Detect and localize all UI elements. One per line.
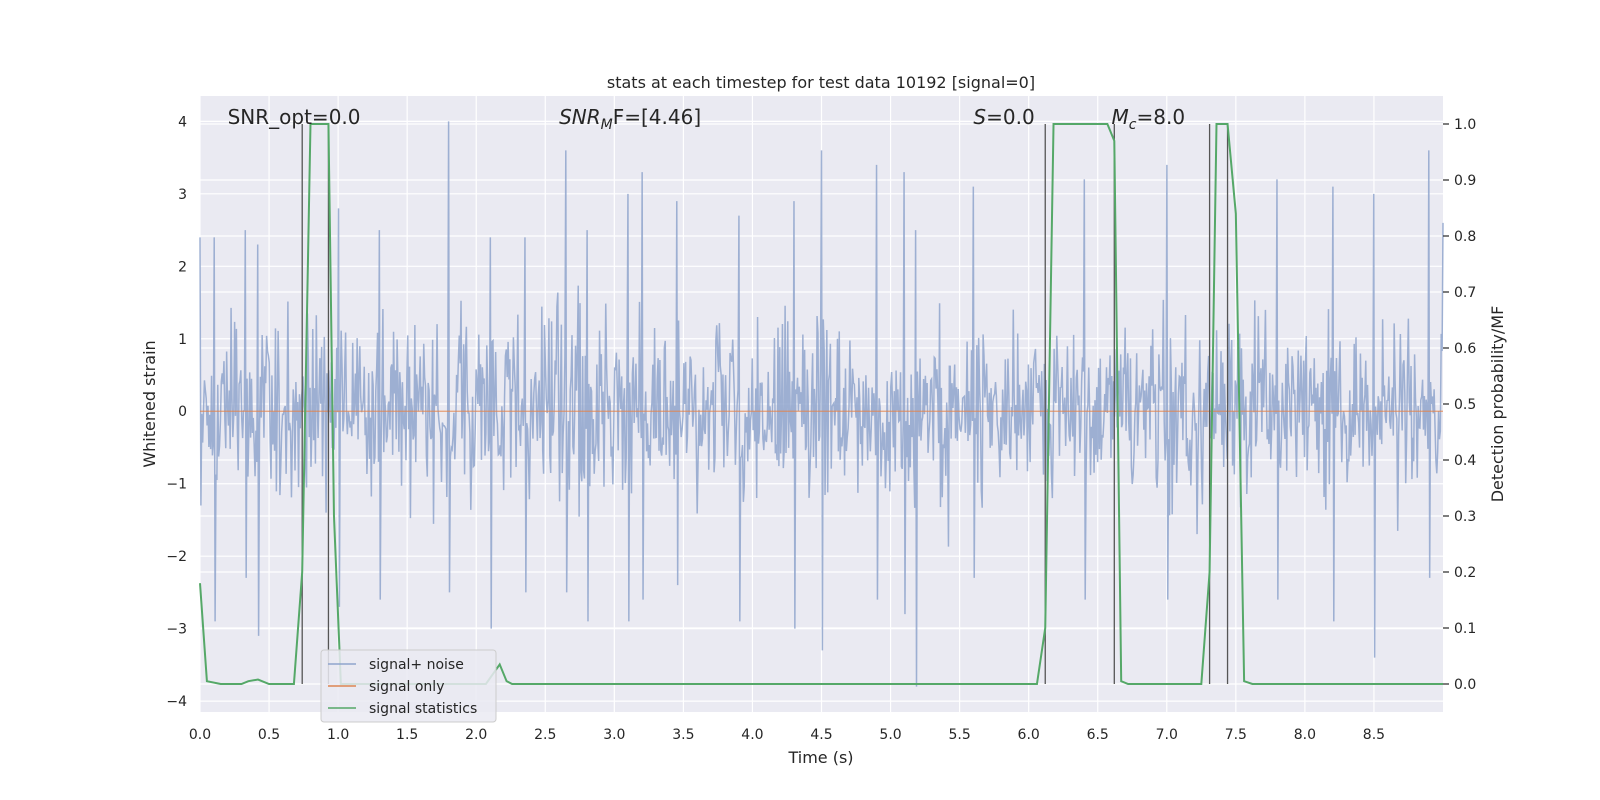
x-tick-label: 1.0 [327,727,349,743]
x-axis-ticks: 0.0 0.5 1.0 1.5 2.0 2.5 3.0 3.5 4.0 4.5 5.0 5.5 6.0 6… [189,727,1385,743]
y-left-tick-label: −3 [166,622,187,638]
annotations: SNR_opt=0.0 SNRMF=[4.46] S=0.0 Mc=8.0 [228,105,1185,133]
legend-label-signal-statistics: signal statistics [369,701,477,717]
x-tick-label: 1.5 [396,727,418,743]
x-tick-label: 3.0 [603,727,625,743]
y-right-tick-label: 0.9 [1454,173,1476,189]
legend: signal+ noise signal only signal statist… [320,649,497,723]
x-tick-label: 4.5 [810,727,832,743]
annotation-snr_mf: SNRMF=[4.46] [559,105,701,133]
y-right-tick-label: 0.1 [1454,621,1476,637]
y-left-tick-label: 2 [178,259,187,275]
legend-label-signal-noise: signal+ noise [369,657,464,673]
x-tick-label: 6.5 [1087,727,1109,743]
y-left-tick-label: 3 [178,187,187,203]
annotation-mc: Mc=8.0 [1112,105,1186,133]
x-tick-label: 7.5 [1225,727,1247,743]
y-axis-right-label: Detection probability/MF [1488,306,1507,503]
x-tick-label: 6.0 [1018,727,1040,743]
legend-box [320,649,497,723]
y-axis-left-label: Whitened strain [140,340,159,467]
x-tick-label: 5.5 [948,727,970,743]
signal-plus-noise-line [199,121,1444,687]
x-tick-label: 5.0 [879,727,901,743]
y-right-tick-label: 0.4 [1454,453,1476,469]
legend-label-signal-only: signal only [369,679,444,695]
y-right-tick-label: 0.2 [1454,565,1476,581]
x-tick-label: 8.5 [1363,727,1385,743]
chart-title: stats at each timestep for test data 101… [607,73,1035,92]
y-right-tick-label: 0.7 [1454,285,1476,301]
x-tick-label: 4.0 [741,727,763,743]
x-axis-label: Time (s) [787,748,853,767]
y-left-tick-label: −4 [166,694,187,710]
signal-statistics-line [199,123,1443,685]
y-axis-right-ticks: 0.0 0.1 0.2 0.3 0.4 0.5 0.6 0.7 0.8 0.9 1.0 [1443,117,1476,693]
y-left-tick-label: −1 [166,477,187,493]
y-left-tick-label: −2 [166,549,187,565]
x-tick-label: 8.0 [1294,727,1316,743]
signal-statistics-series [199,123,1443,685]
x-tick-label: 2.0 [465,727,487,743]
y-axis-left-ticks: −4 −3 −2 −1 0 1 2 3 4 [166,114,187,710]
x-tick-label: 0.5 [258,727,280,743]
x-tick-label: 3.5 [672,727,694,743]
x-tick-label: 2.5 [534,727,556,743]
y-right-tick-label: 1.0 [1454,117,1476,133]
x-tick-label: 0.0 [189,727,211,743]
y-right-tick-label: 0.8 [1454,229,1476,245]
y-left-tick-label: 4 [178,114,187,130]
signal-plus-noise-series [199,121,1444,687]
y-right-tick-label: 0.5 [1454,397,1476,413]
annotation-snr_opt: SNR_opt=0.0 [228,105,361,129]
y-left-tick-label: 1 [178,332,187,348]
x-tick-label: 7.0 [1156,727,1178,743]
y-right-tick-label: 0.0 [1454,677,1476,693]
y-left-tick-label: 0 [178,404,187,420]
y-right-tick-label: 0.6 [1454,341,1476,357]
y-right-tick-label: 0.3 [1454,509,1476,525]
annotation-s: S=0.0 [973,105,1034,129]
